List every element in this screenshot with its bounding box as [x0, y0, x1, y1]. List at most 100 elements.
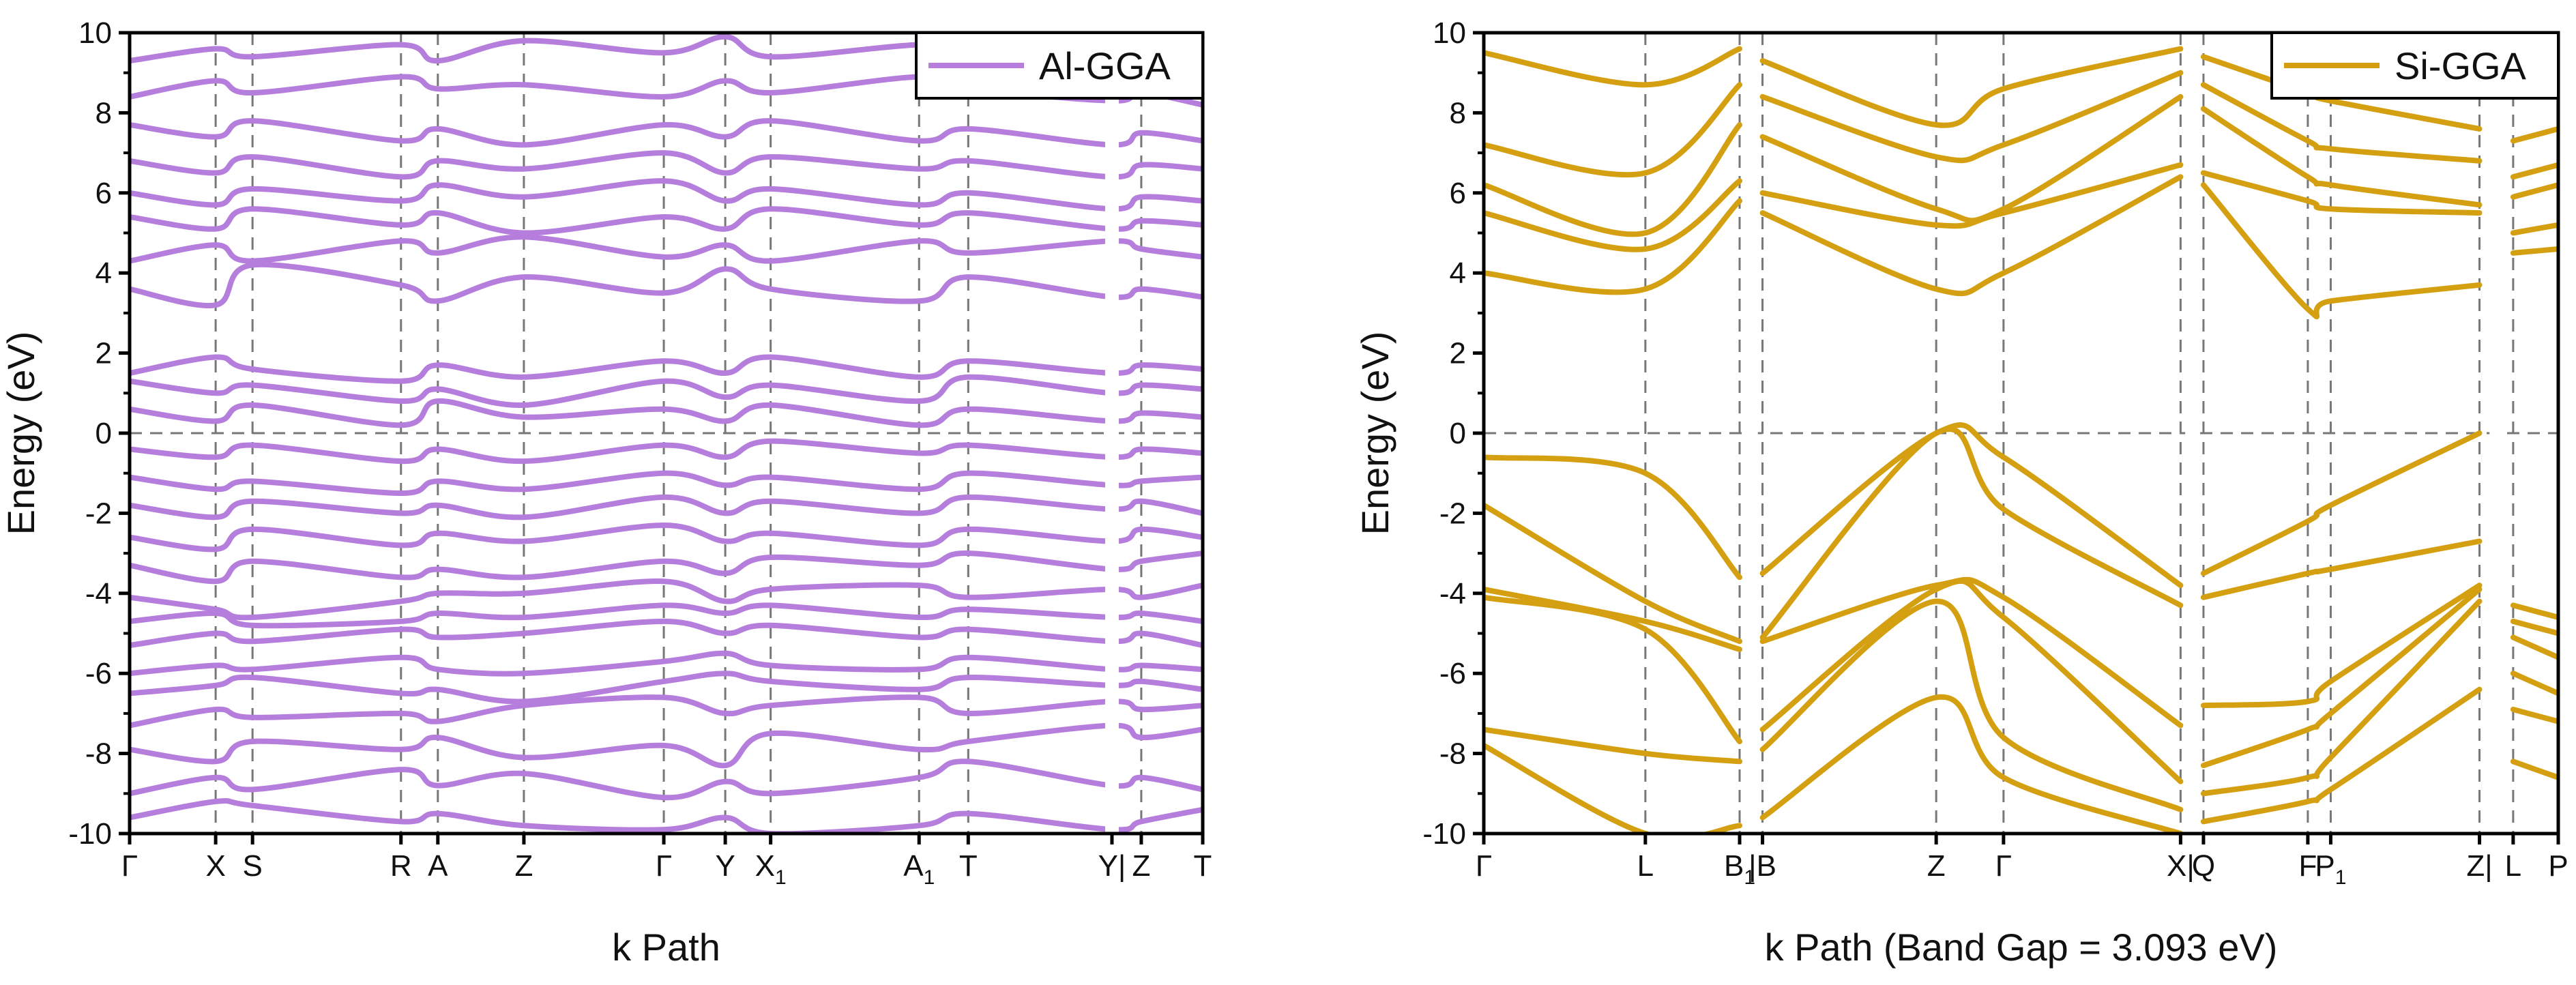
- y-tick-label: -2: [85, 497, 112, 530]
- band-line-17: [130, 354, 1203, 384]
- valence-band-1: [1759, 422, 2184, 589]
- y-tick-label: 8: [1450, 96, 1466, 130]
- band-line-20: [130, 206, 1203, 236]
- band-line-8: [130, 602, 1203, 629]
- x-tick-label: B1: [1724, 849, 1755, 889]
- band-line-4: [130, 694, 1203, 729]
- conduction-band-3: [1759, 93, 2184, 224]
- x-tick-label: T: [959, 849, 978, 883]
- x-tick-label: Y: [715, 849, 735, 883]
- y-tick-label: -10: [68, 817, 112, 851]
- path-break-gap: [1104, 33, 1119, 834]
- valence-band-2: [1759, 426, 2184, 641]
- conduction-band-4: [1484, 82, 1742, 178]
- valence-band-1: [2200, 430, 2483, 576]
- x-tick-label: F: [2298, 849, 2317, 883]
- x-tick-label: L: [2505, 849, 2521, 883]
- conduction-band-3: [2510, 182, 2558, 200]
- band-line-21: [130, 178, 1203, 212]
- y-tick-label: 8: [96, 96, 112, 130]
- conduction-band-1: [1759, 174, 2184, 297]
- conduction-band-2: [1484, 178, 1742, 252]
- valence-band-2: [1484, 502, 1742, 645]
- x-tick-label: Γ: [121, 849, 138, 883]
- y-tick-label: 10: [1433, 16, 1466, 50]
- y-tick-label: -8: [85, 737, 112, 771]
- y-tick-label: -2: [1439, 497, 1466, 530]
- conduction-band-2: [1759, 162, 2184, 229]
- band-line-16: [130, 374, 1203, 408]
- valence-band-3: [1759, 576, 2184, 729]
- conduction-band-1: [2510, 246, 2558, 256]
- valence-band-5: [2200, 598, 2483, 797]
- x-tick-label: X|: [2167, 849, 2195, 883]
- band-line-3: [130, 722, 1203, 769]
- x-tick-label: X: [205, 849, 225, 883]
- band-line-23: [130, 118, 1203, 148]
- conduction-band-1: [2200, 182, 2483, 319]
- valence-band-4: [1759, 578, 2184, 784]
- y-axis-title: Energy (eV): [1353, 332, 1396, 535]
- y-tick-label: -4: [1439, 577, 1466, 611]
- conduction-band-3: [2200, 106, 2483, 208]
- conduction-band-5: [1759, 46, 2184, 128]
- y-tick-label: 0: [1450, 417, 1466, 450]
- x-tick-label: P1: [2315, 849, 2346, 889]
- band-line-13: [130, 470, 1203, 496]
- valence-band-6: [2510, 759, 2558, 780]
- y-tick-label: -6: [85, 657, 112, 690]
- legend-label: Al-GGA: [1039, 44, 1171, 87]
- band-line-22: [130, 150, 1203, 180]
- valence-band-4: [2200, 586, 2483, 769]
- path-break-gap: [2185, 33, 2199, 834]
- valence-band-3: [2510, 634, 2558, 660]
- band-line-18: [130, 261, 1203, 309]
- x-tick-label: |B: [1748, 849, 1776, 883]
- x-tick-label: Y|: [1098, 849, 1126, 883]
- x-tick-label: L: [1637, 849, 1654, 883]
- band-line-2: [130, 759, 1203, 801]
- y-tick-label: 4: [96, 256, 112, 290]
- y-tick-label: 4: [1450, 256, 1466, 290]
- y-tick-label: 0: [96, 417, 112, 450]
- bands: [130, 33, 1203, 834]
- x-tick-label: P: [2548, 849, 2568, 883]
- y-tick-label: 6: [1450, 177, 1466, 210]
- conduction-band-2: [2200, 170, 2483, 216]
- valence-band-1: [2510, 602, 2558, 620]
- valence-band-6: [1759, 694, 2184, 834]
- x-tick-label: T: [1194, 849, 1212, 883]
- conduction-band-1: [1484, 198, 1742, 295]
- valence-band-5: [1759, 598, 2184, 812]
- valence-band-6: [2200, 686, 2483, 825]
- x-tick-label: A: [428, 849, 448, 883]
- band-line-10: [130, 550, 1203, 585]
- y-tick-label: -10: [1422, 817, 1466, 851]
- y-axis-title: Energy (eV): [0, 332, 42, 535]
- x-tick-label: Z: [1927, 849, 1946, 883]
- band-line-12: [130, 494, 1203, 520]
- valence-band-5: [2510, 707, 2558, 724]
- valence-band-3: [2200, 583, 2483, 709]
- conduction-band-5: [1484, 46, 1742, 88]
- y-tick-label: 2: [96, 337, 112, 370]
- band-line-15: [130, 398, 1203, 428]
- band-line-11: [130, 523, 1203, 553]
- valence-band-1: [1484, 454, 1742, 580]
- valence-band-3: [1484, 586, 1742, 652]
- band-line-5: [130, 671, 1203, 705]
- band-line-1: [130, 798, 1203, 834]
- band-line-19: [130, 234, 1203, 264]
- valence-band-2: [2510, 618, 2558, 636]
- conduction-band-4: [2200, 82, 2483, 164]
- y-tick-label: -4: [85, 577, 112, 611]
- band-line-14: [130, 438, 1203, 465]
- y-tick-label: -8: [1439, 737, 1466, 771]
- x-tick-label: Z: [514, 849, 533, 883]
- x-tick-label: Γ: [1995, 849, 2012, 883]
- x-tick-label: Q: [2192, 849, 2215, 883]
- x-tick-label: X1: [755, 849, 787, 889]
- legend-label: Si-GGA: [2395, 44, 2527, 87]
- x-tick-label: R: [390, 849, 412, 883]
- band-line-9: [130, 578, 1203, 621]
